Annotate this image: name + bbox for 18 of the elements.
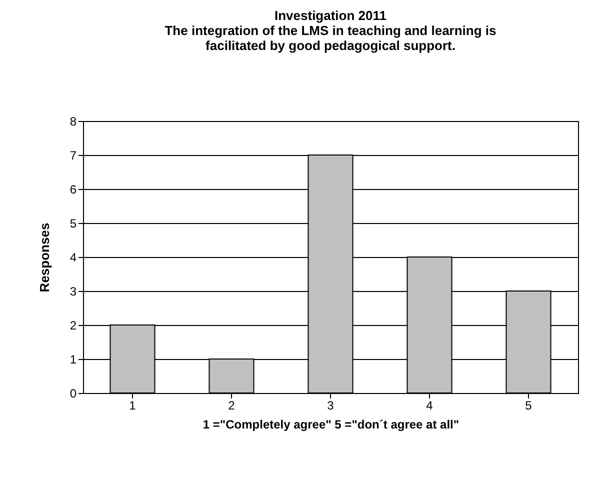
y-tick-label: 4 (70, 250, 77, 264)
y-tick-label: 8 (70, 114, 77, 128)
chart-title: Investigation 2011 (274, 8, 386, 23)
y-tick-label: 3 (70, 284, 77, 298)
y-tick-label: 6 (70, 182, 77, 196)
chart-subtitle: The integration of the LMS in teaching and learning is facilitated by good pedagogical support. (164, 23, 496, 53)
x-axis-title: 1 ="Completely agree" 5 ="don´t agree at all" (202, 418, 460, 432)
y-tick-label: 0 (70, 386, 77, 400)
y-axis-title: Responses (36, 222, 52, 292)
x-tick-label: 2 (228, 398, 236, 412)
y-tick-label: 2 (70, 318, 77, 332)
y-tick-label: 5 (70, 216, 77, 230)
x-tick-label: 3 (327, 398, 334, 412)
y-tick-label: 1 (70, 352, 77, 366)
x-tick-label: 4 (426, 398, 434, 412)
x-tick-label: 5 (525, 398, 532, 412)
x-tick-label: 1 (129, 398, 136, 412)
y-tick-label: 7 (70, 148, 77, 162)
